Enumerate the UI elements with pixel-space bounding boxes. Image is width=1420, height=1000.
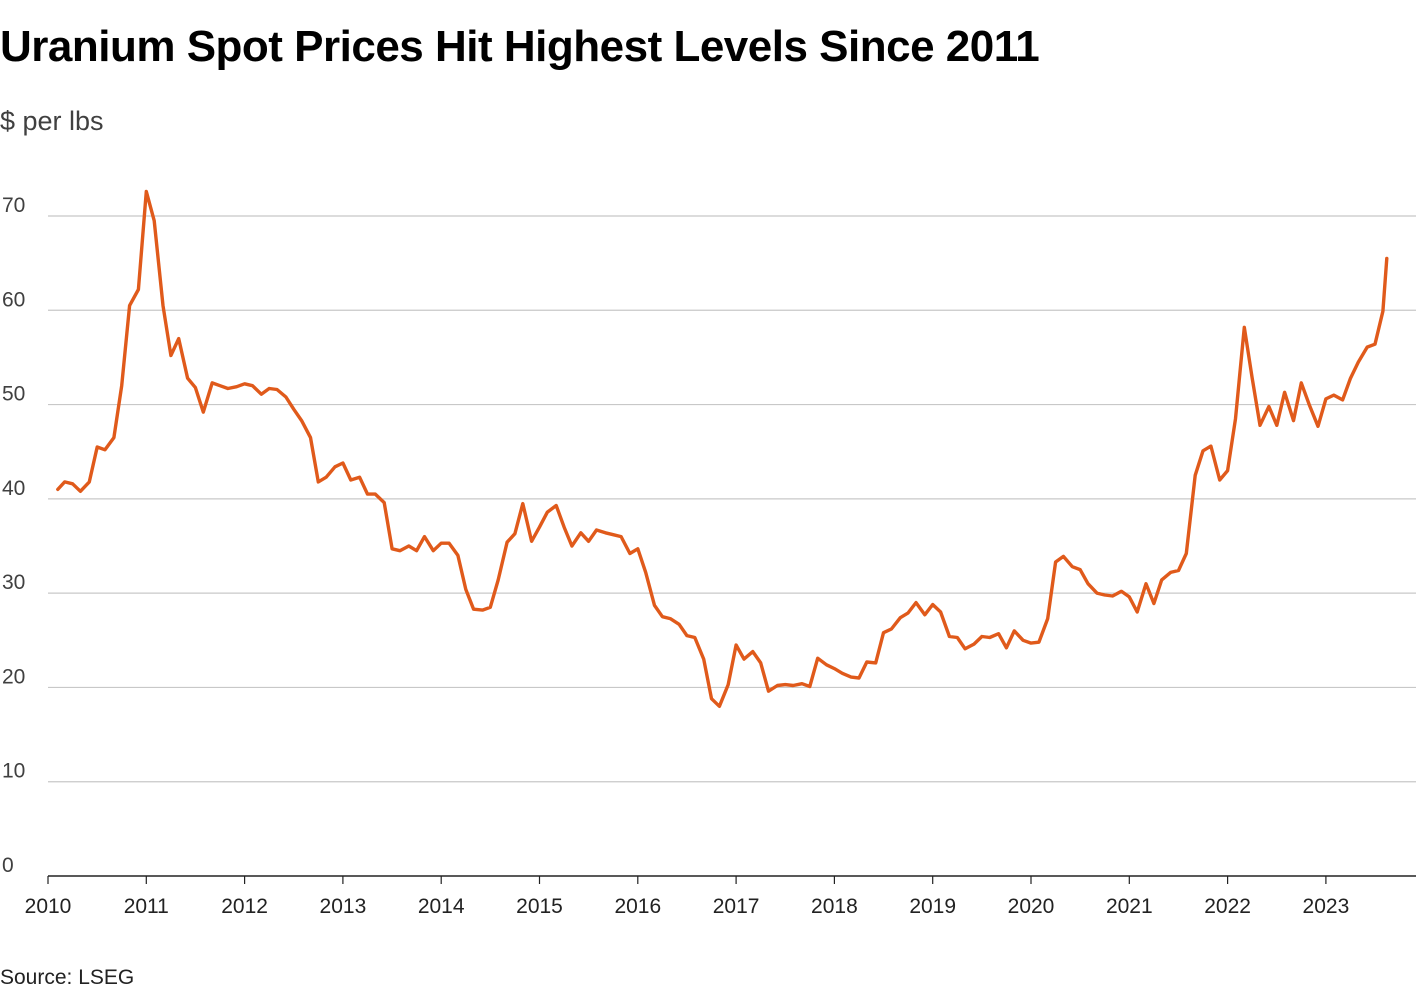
y-axis-unit-label: $ per lbs [0, 106, 104, 136]
series-group [56, 189, 1389, 708]
y-tick-label-30: 30 [2, 571, 25, 594]
x-tick-label-2016: 2016 [614, 895, 661, 918]
x-tick-label-2017: 2017 [713, 895, 760, 918]
y-tick-label-50: 50 [2, 383, 25, 406]
y-tick-label-70: 70 [2, 194, 25, 217]
gridlines [48, 215, 1416, 783]
y-tick-label-10: 10 [2, 760, 25, 783]
y-axis-tick-labels: 0 10 20 30 40 50 60 70 [2, 194, 25, 877]
x-tick-label-2015: 2015 [516, 895, 563, 918]
x-tick-label-2021: 2021 [1106, 895, 1153, 918]
x-tick-label-2012: 2012 [221, 895, 268, 918]
x-tick-label-2022: 2022 [1204, 895, 1251, 918]
source-note: Source: LSEG [0, 966, 135, 989]
x-axis: 2010 2011 2012 2013 2014 2015 2016 2017 2018 2019… [25, 875, 1416, 918]
y-tick-label-0: 0 [2, 854, 14, 877]
y-tick-label-60: 60 [2, 288, 25, 311]
x-tick-label-2019: 2019 [909, 895, 956, 918]
chart-title: Uranium Spot Prices Hit Highest Levels S… [0, 22, 1040, 71]
y-tick-label-20: 20 [2, 665, 25, 688]
x-tick-label-2023: 2023 [1303, 895, 1350, 918]
x-tick-label-2013: 2013 [320, 895, 367, 918]
x-tick-label-2014: 2014 [418, 895, 465, 918]
series-line-0 [56, 189, 1389, 708]
x-tick-label-2010: 2010 [25, 895, 72, 918]
x-tick-label-2020: 2020 [1008, 895, 1055, 918]
x-tick-label-2018: 2018 [811, 895, 858, 918]
y-tick-label-40: 40 [2, 477, 25, 500]
x-tick-label-2011: 2011 [124, 895, 169, 918]
